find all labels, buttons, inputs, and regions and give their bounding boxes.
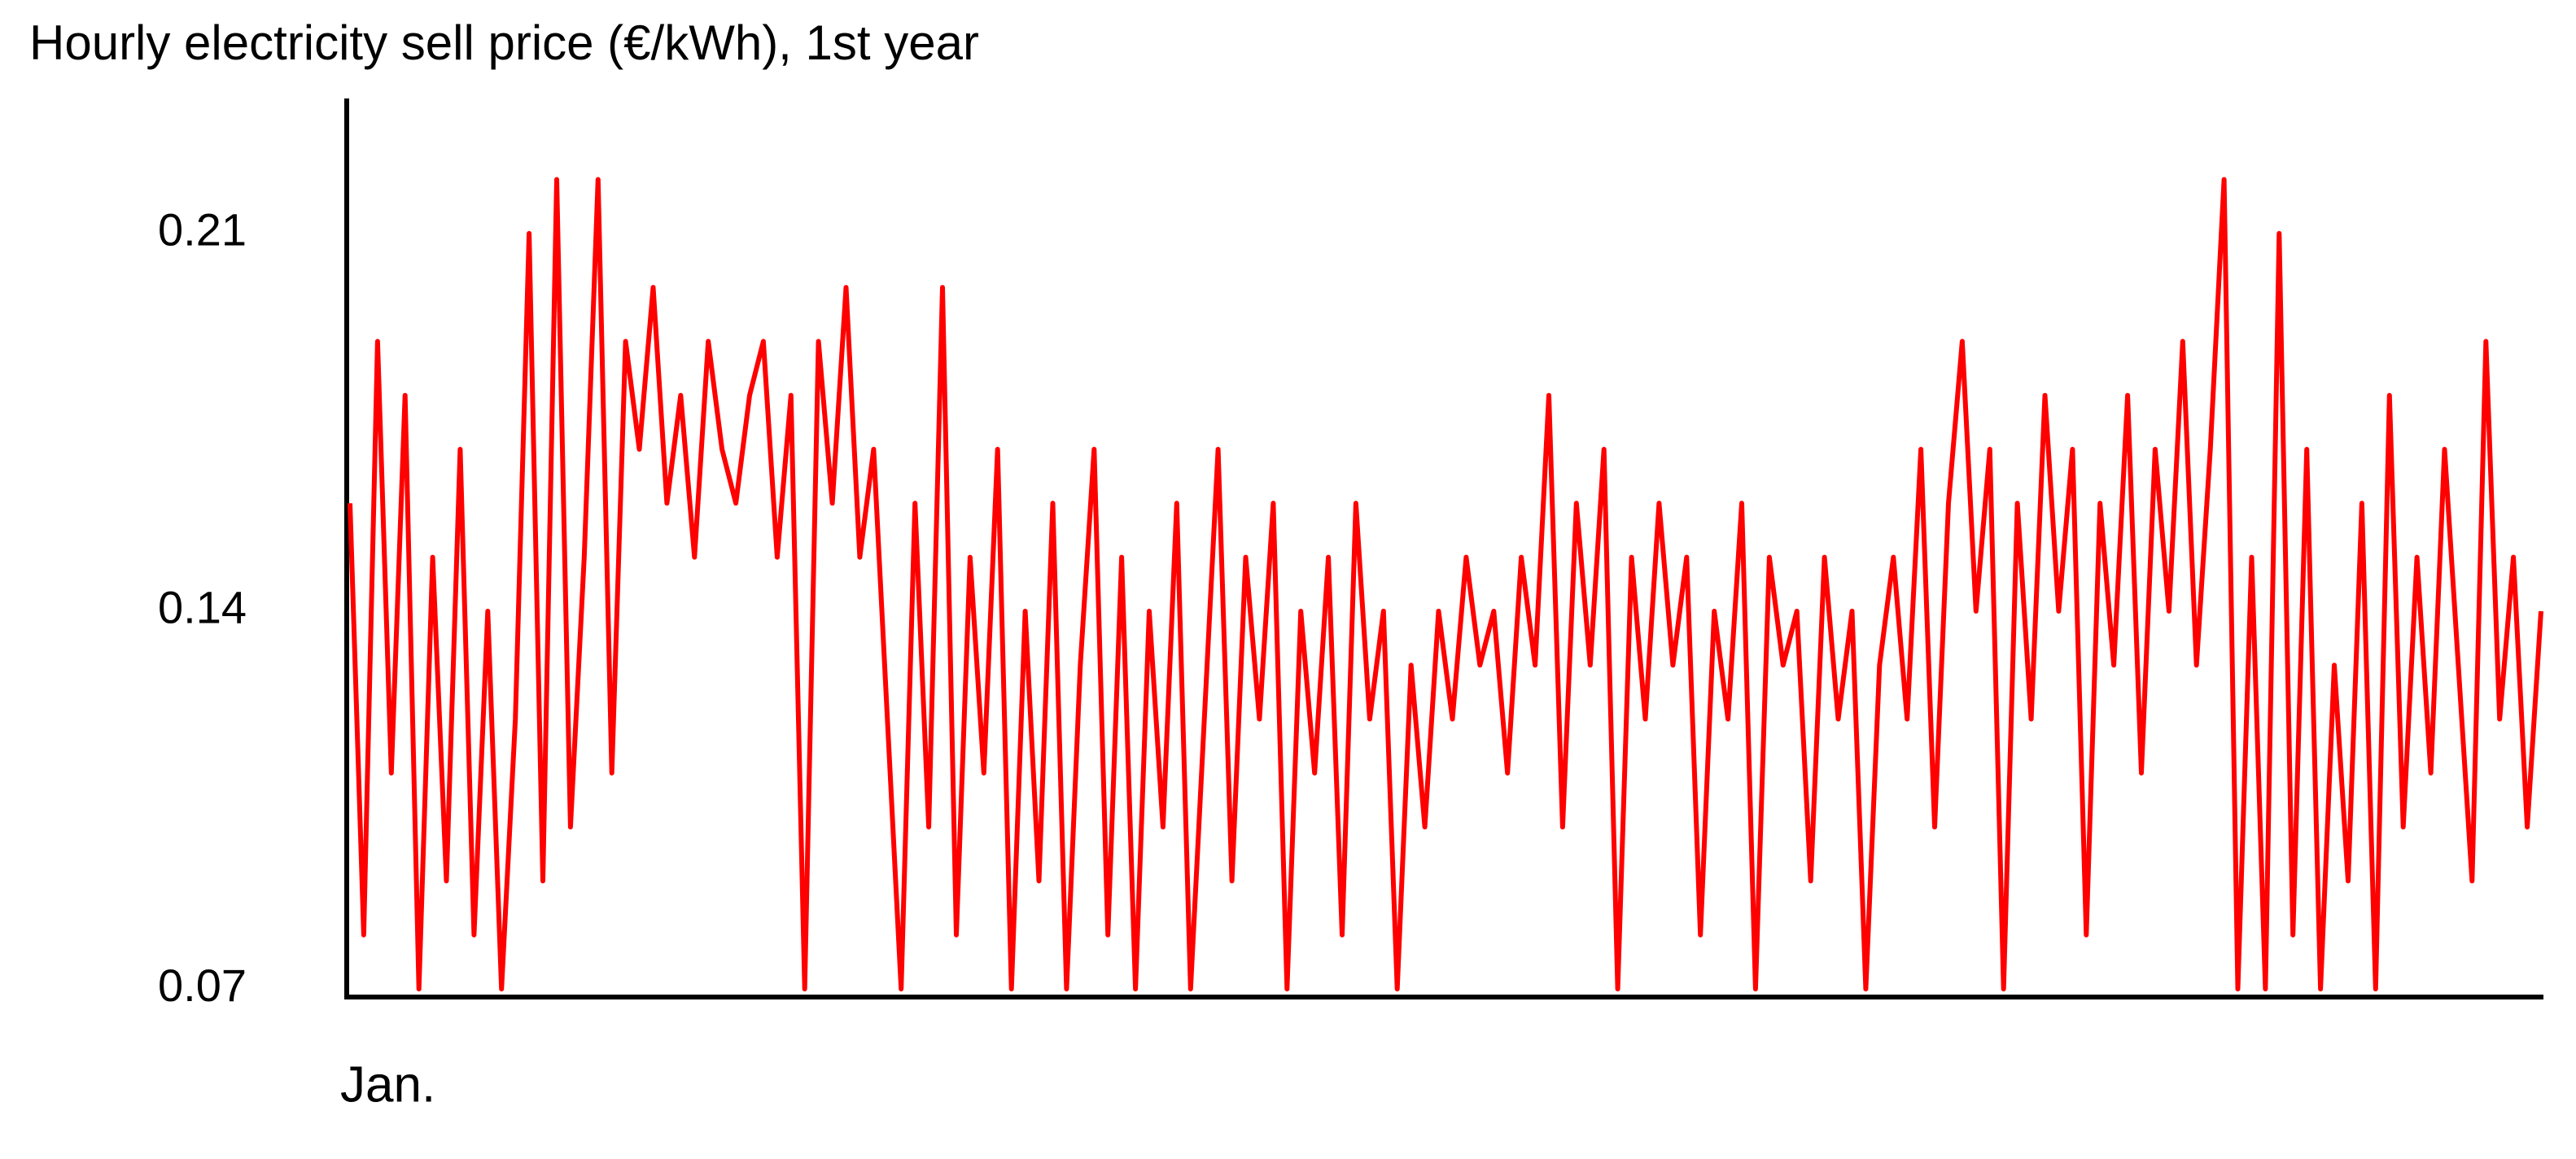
x-tick-label: Jan. <box>340 1056 435 1113</box>
y-tick-label: 0.14 <box>158 582 247 633</box>
price-line <box>348 177 2543 992</box>
y-tick-label: 0.21 <box>158 204 247 256</box>
chart-title: Hourly electricity sell price (€/kWh), 1… <box>29 15 979 70</box>
y-tick-label: 0.07 <box>158 960 247 1011</box>
